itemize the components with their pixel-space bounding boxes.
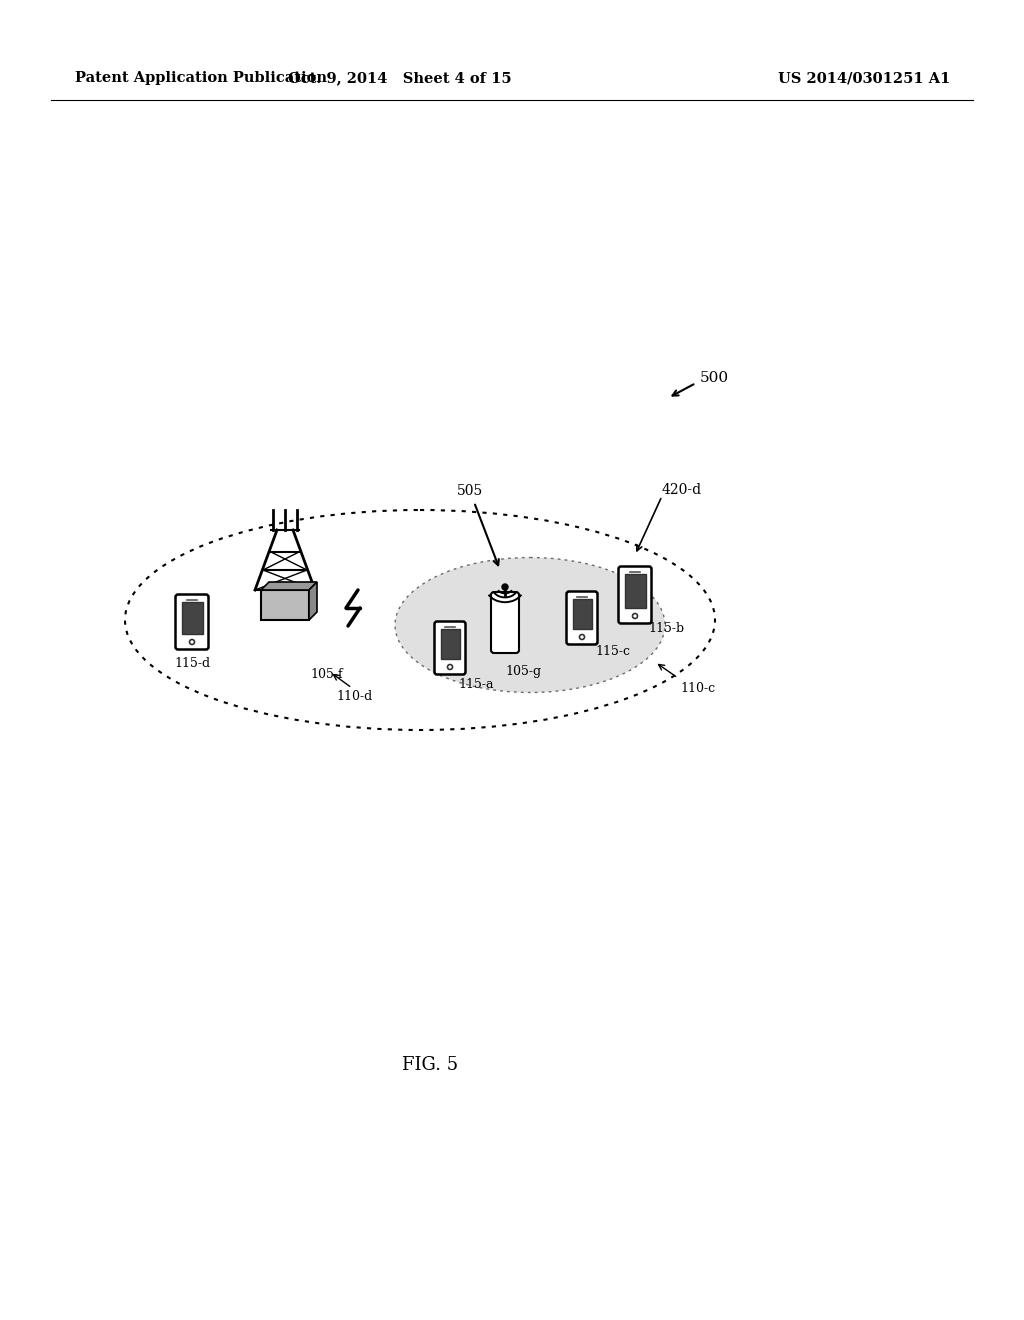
Text: 420-d: 420-d [662,483,702,498]
Text: 115-a: 115-a [458,678,494,690]
FancyBboxPatch shape [625,574,645,609]
Text: 105-f: 105-f [310,668,343,681]
Text: FIG. 5: FIG. 5 [402,1056,458,1074]
Polygon shape [261,582,317,590]
Circle shape [502,583,508,590]
FancyBboxPatch shape [175,594,209,649]
FancyBboxPatch shape [618,566,651,623]
Text: Patent Application Publication: Patent Application Publication [75,71,327,84]
Text: 115-d: 115-d [174,657,210,671]
FancyBboxPatch shape [566,591,597,644]
Text: 115-c: 115-c [595,645,630,657]
FancyBboxPatch shape [181,602,203,634]
Text: 110-d: 110-d [337,690,373,704]
Text: 105-g: 105-g [505,665,541,678]
Polygon shape [309,582,317,620]
FancyBboxPatch shape [440,630,460,659]
FancyBboxPatch shape [261,590,309,620]
Text: 500: 500 [700,371,729,385]
Text: Oct. 9, 2014   Sheet 4 of 15: Oct. 9, 2014 Sheet 4 of 15 [288,71,512,84]
Text: 115-b: 115-b [648,622,684,635]
FancyBboxPatch shape [572,599,592,630]
Text: 505: 505 [457,484,483,498]
FancyBboxPatch shape [490,591,519,653]
Text: US 2014/0301251 A1: US 2014/0301251 A1 [777,71,950,84]
Ellipse shape [395,557,665,693]
Text: 110-c: 110-c [680,682,715,696]
FancyBboxPatch shape [434,622,466,675]
